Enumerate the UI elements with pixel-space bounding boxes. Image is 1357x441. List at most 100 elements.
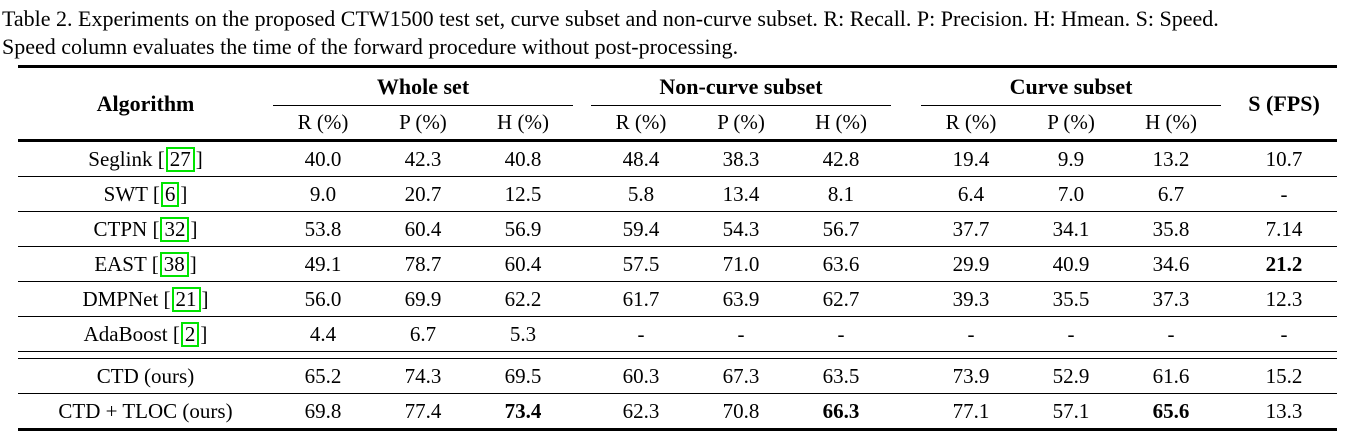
cell-noncurve-h: 8.1 [791,176,892,212]
table-row-seglink: Seglink [27] 40.0 42.3 40.8 48.4 38.3 42… [18,140,1338,177]
spacer [891,246,922,282]
cell-curve-p: 35.5 [1021,281,1122,317]
cell-curve-h: 6.7 [1121,176,1222,212]
header-group-whole-set: Whole set [273,66,574,106]
cell-whole-h: 5.3 [473,316,574,352]
cell-speed: 7.14 [1231,211,1338,247]
cell-whole-r: 53.8 [273,211,373,247]
header-noncurve-precision: P (%) [691,105,792,142]
cell-curve-h: 37.3 [1121,281,1222,317]
cell-curve-r: - [921,316,1022,352]
bracket: [ [152,216,160,241]
citation-link[interactable]: 6 [160,181,180,207]
bracket: [ [151,251,159,276]
cell-whole-p: 42.3 [373,140,473,177]
table-row-adaboost: AdaBoost [2] 4.4 6.7 5.3 - - - - - - - [18,316,1338,352]
cell-curve-p: 34.1 [1021,211,1122,247]
citation-link[interactable]: 38 [159,251,189,277]
bracket: ] [180,181,188,206]
header-whole-hmean: H (%) [473,105,574,142]
cell-noncurve-h: 56.7 [791,211,892,247]
cell-whole-r: 56.0 [273,281,373,317]
spacer [573,211,592,247]
algorithm-cell: EAST [38] [18,246,273,282]
cell-speed: 13.3 [1265,398,1303,423]
bracket: [ [152,181,160,206]
cell-whole-h: 56.9 [473,211,574,247]
bracket: ] [189,251,197,276]
cell-whole-p: 60.4 [373,211,473,247]
spacer [573,394,591,430]
cell-curve-h: 65.6 [1152,398,1190,423]
bracket: [ [157,146,165,171]
cell-whole-h: 40.8 [473,140,574,177]
citation-link[interactable]: 27 [165,146,195,172]
cell-whole-p: 20.7 [373,176,473,212]
spacer [1221,176,1232,212]
bracket: ] [201,286,209,311]
spacer [573,358,592,394]
spacer [891,140,922,177]
algorithm-name: SWT [103,181,148,206]
algorithm-cell: CTPN [32] [18,211,273,247]
algorithm-cell: SWT [6] [18,176,273,212]
cell-noncurve-r: 60.3 [591,358,692,394]
cell-whole-p: 69.9 [373,281,473,317]
cell-whole-r: 49.1 [273,246,373,282]
table-caption: Table 2. Experiments on the proposed CTW… [0,0,1357,61]
cell-whole-h: 62.2 [473,281,574,317]
cell-curve-r: 6.4 [921,176,1022,212]
spacer [1221,394,1231,430]
cell-whole-h: 60.4 [473,246,574,282]
header-curve-precision: P (%) [1021,105,1122,142]
cell-noncurve-r: 61.7 [591,281,692,317]
citation-link[interactable]: 2 [180,321,200,347]
cell-noncurve-p: 38.3 [691,140,792,177]
bracket: [ [172,321,180,346]
caption-line-1: Table 2. Experiments on the proposed CTW… [2,6,1219,31]
cell-noncurve-h: - [791,316,892,352]
cell-curve-p: 9.9 [1021,140,1122,177]
spacer [891,105,922,142]
algorithm-cell: Seglink [27] [18,140,273,177]
header-curve-hmean: H (%) [1121,105,1222,142]
algorithm-name: DMPNet [82,286,159,311]
cell-noncurve-r: - [591,316,692,352]
spacer [573,316,592,352]
algorithm-cell: AdaBoost [2] [18,316,273,352]
bracket: [ [163,286,171,311]
cell-noncurve-p: 13.4 [691,176,792,212]
cell-curve-h: - [1121,316,1222,352]
cell-curve-p: 57.1 [1052,398,1090,423]
cell-curve-p: 40.9 [1021,246,1122,282]
spacer [891,211,922,247]
cell-noncurve-r: 48.4 [591,140,692,177]
algorithm-name: AdaBoost [83,321,168,346]
spacer [573,176,592,212]
spacer [1221,140,1232,177]
spacer [1221,246,1232,282]
citation-link[interactable]: 32 [160,216,190,242]
spacer [1221,358,1232,394]
cell-whole-r: 69.8 [304,398,342,423]
cell-curve-p: 7.0 [1021,176,1122,212]
cell-noncurve-r: 57.5 [591,246,692,282]
algorithm-name: Seglink [88,146,153,171]
spacer [1221,281,1232,317]
cell-curve-r: 73.9 [921,358,1022,394]
citation-link[interactable]: 21 [171,286,201,312]
bracket: ] [200,321,208,346]
cell-curve-h: 13.2 [1121,140,1222,177]
cell-whole-r: 9.0 [273,176,373,212]
spacer [1221,67,1231,106]
cell-noncurve-p: 67.3 [691,358,792,394]
cell-noncurve-p: 63.9 [691,281,792,317]
cell-speed: 15.2 [1231,358,1338,394]
cell-noncurve-r: 5.8 [591,176,692,212]
spacer [573,281,592,317]
cell-curve-r: 19.4 [921,140,1022,177]
header-group-non-curve-subset: Non-curve subset [591,66,892,106]
header-curve-recall: R (%) [921,105,1022,142]
spacer [891,67,921,106]
spacer [1221,211,1232,247]
